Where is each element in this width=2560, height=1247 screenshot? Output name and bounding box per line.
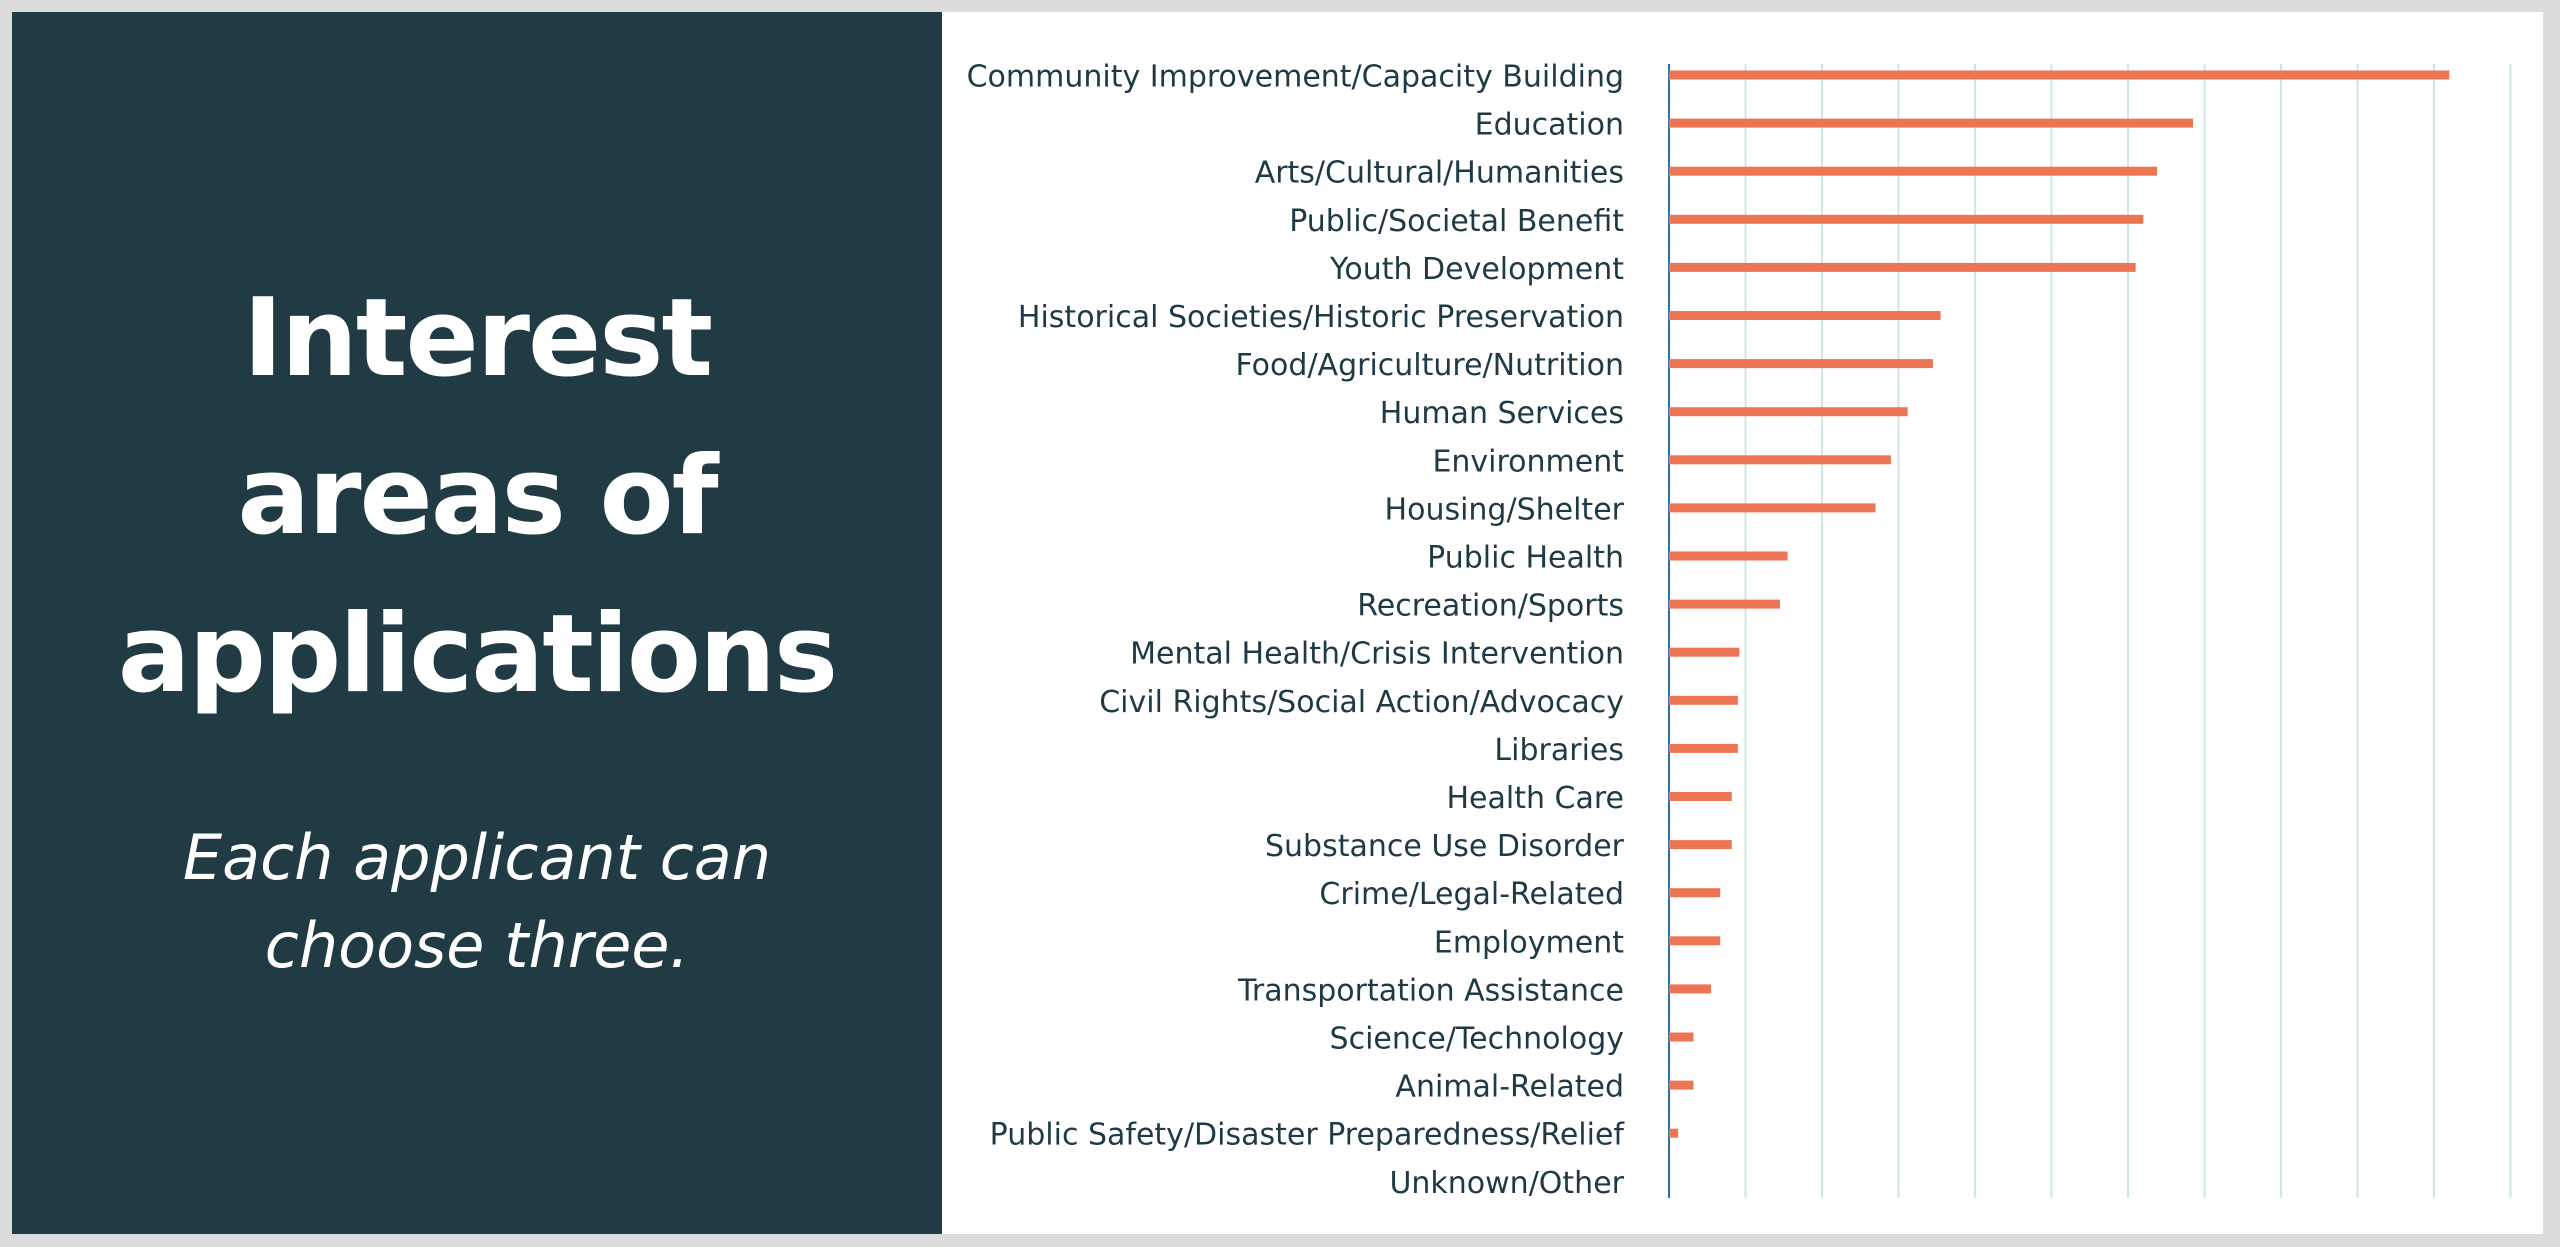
category-label: Arts/Cultural/Humanities <box>1255 156 1624 191</box>
category-label: Public Health <box>1427 541 1624 576</box>
category-label: Housing/Shelter <box>1385 492 1625 527</box>
bar <box>1669 1128 1679 1138</box>
category-label: Youth Development <box>1329 252 1624 287</box>
bar <box>1669 840 1732 850</box>
slide: Interest areas of applications Each appl… <box>12 12 2543 1234</box>
bar <box>1669 70 2450 80</box>
category-label: Employment <box>1434 925 1624 960</box>
bar <box>1669 359 1933 369</box>
bar <box>1669 166 2158 176</box>
bar <box>1669 936 1721 946</box>
category-label: Civil Rights/Social Action/Advocacy <box>1099 685 1624 720</box>
slide-subtitle: Each applicant can choose three. <box>12 814 942 990</box>
bar <box>1669 407 1908 417</box>
title-line: areas of <box>237 434 718 559</box>
title-line: Interest <box>242 276 713 401</box>
bar <box>1669 792 1732 801</box>
category-label: Historical Societies/Historic Preservati… <box>1018 300 1624 335</box>
category-label: Animal-Related <box>1395 1070 1624 1105</box>
category-label: Human Services <box>1380 396 1624 431</box>
bar <box>1669 1080 1694 1090</box>
bar <box>1669 503 1876 513</box>
category-label: Recreation/Sports <box>1357 589 1624 624</box>
category-label: Mental Health/Crisis Intervention <box>1130 637 1624 672</box>
bar <box>1669 262 2136 272</box>
category-label: Health Care <box>1446 781 1624 816</box>
bar <box>1669 599 1780 609</box>
category-label: Unknown/Other <box>1389 1166 1624 1201</box>
bar <box>1669 888 1721 898</box>
category-label: Public/Societal Benefit <box>1289 204 1624 239</box>
bar <box>1669 1032 1694 1042</box>
category-label: Environment <box>1432 444 1624 479</box>
subtitle-line: Each applicant can <box>182 821 772 894</box>
category-label: Food/Agriculture/Nutrition <box>1236 348 1625 383</box>
category-label: Crime/Legal-Related <box>1319 877 1624 912</box>
bar <box>1669 214 2144 224</box>
bar <box>1669 695 1738 705</box>
bar-chart-svg: Community Improvement/Capacity Building E… <box>967 60 2512 1201</box>
category-label: Transportation Assistance <box>1237 973 1624 1008</box>
category-label: Libraries <box>1494 733 1624 768</box>
subtitle-line: choose three. <box>264 909 690 982</box>
bar <box>1669 311 1941 320</box>
bar <box>1669 455 1891 465</box>
category-label: Public Safety/Disaster Preparedness/Reli… <box>990 1118 1626 1153</box>
bar <box>1669 743 1738 753</box>
bar <box>1669 647 1740 657</box>
title-line: applications <box>117 592 838 717</box>
slide-title: Interest areas of applications <box>12 260 942 734</box>
category-label: Community Improvement/Capacity Building <box>967 60 1624 95</box>
category-label: Substance Use Disorder <box>1265 829 1625 864</box>
category-label: Education <box>1475 108 1624 143</box>
bar-chart: Community Improvement/Capacity Building E… <box>942 12 2543 1234</box>
bar <box>1669 118 2194 128</box>
category-label: Science/Technology <box>1330 1022 1624 1057</box>
bar <box>1669 984 1712 994</box>
title-panel: Interest areas of applications Each appl… <box>12 12 942 1234</box>
bar <box>1669 551 1788 561</box>
